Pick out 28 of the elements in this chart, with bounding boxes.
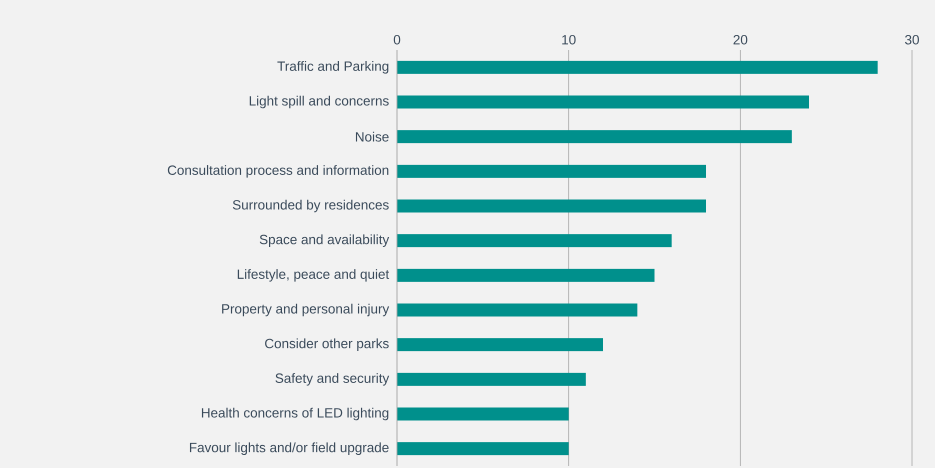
bar bbox=[397, 200, 706, 213]
y-tick-label: Surrounded by residences bbox=[232, 200, 389, 212]
y-tick-label: Property and personal injury bbox=[222, 304, 390, 316]
y-tick-label: Traffic and Parking bbox=[277, 61, 388, 74]
bar bbox=[397, 60, 878, 74]
bar bbox=[397, 130, 792, 144]
bar bbox=[397, 372, 586, 386]
x-tick-label: 30 bbox=[905, 34, 919, 44]
bar bbox=[397, 96, 810, 108]
x-tick-label: 20 bbox=[734, 34, 748, 44]
y-tick-label: Noise bbox=[356, 132, 389, 142]
bar bbox=[397, 304, 638, 317]
y-tick-label: Health concerns of LED lighting bbox=[202, 408, 388, 420]
y-tick-label: Space and availability bbox=[260, 234, 390, 247]
y-tick-label: Favour lights and/or field upgrade bbox=[190, 442, 389, 455]
y-tick-label: Consider other parks bbox=[265, 338, 389, 351]
bar bbox=[397, 164, 706, 178]
y-tick-label: Safety and security bbox=[275, 373, 390, 386]
y-tick-label: Light spill and concerns bbox=[250, 96, 389, 108]
y-tick-label: Lifestyle, peace and quiet bbox=[238, 269, 390, 282]
bar bbox=[397, 268, 655, 282]
bar bbox=[397, 408, 569, 421]
x-tick-label: 10 bbox=[562, 34, 576, 44]
bar bbox=[397, 442, 569, 456]
bar bbox=[397, 234, 672, 248]
x-tick-label: 0 bbox=[394, 34, 400, 44]
bar bbox=[397, 338, 604, 352]
y-tick-label: Consultation process and information bbox=[168, 165, 388, 178]
